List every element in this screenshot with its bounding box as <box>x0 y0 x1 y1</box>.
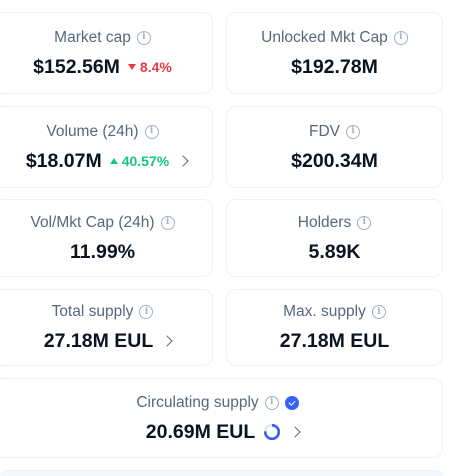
fdv-label: FDV <box>309 122 340 140</box>
max-supply-label-row: Max. supply i <box>283 302 386 322</box>
circulating-supply-value-row: 20.69M EUL <box>132 420 303 444</box>
holders-label: Holders <box>297 213 352 231</box>
max-supply-value: 27.18M EUL <box>279 330 390 352</box>
vol-mkt-cap-label: Vol/Mkt Cap (24h) <box>30 213 155 231</box>
chevron-right-icon[interactable] <box>289 425 301 438</box>
info-icon[interactable]: i <box>139 305 154 319</box>
max-supply-card: Max. supply i 27.18M EUL <box>226 289 443 366</box>
holders-label-row: Holders i <box>297 213 372 233</box>
holders-card[interactable]: Holders i 5.89K <box>226 199 443 277</box>
unlocked-mkt-cap-value: $192.78M <box>291 55 378 78</box>
market-cap-change-value: 8.4% <box>139 58 172 75</box>
volume-label: Volume (24h) <box>46 122 139 140</box>
unlocked-mkt-cap-value-row: $192.78M <box>291 55 378 79</box>
total-supply-value-row: 27.18M EUL <box>30 329 175 353</box>
total-supply-label-row: Total supply i <box>52 302 154 322</box>
total-supply-value: 27.18M EUL <box>43 330 154 352</box>
supply-ring-icon[interactable] <box>263 423 281 441</box>
info-icon[interactable]: i <box>264 395 279 410</box>
max-supply-label: Max. supply <box>283 303 366 320</box>
fdv-value-row: $200.34M <box>291 149 378 173</box>
total-supply-label: Total supply <box>51 303 134 320</box>
circulating-supply-label: Circulating supply <box>136 393 259 411</box>
holders-value-row: 5.89K <box>308 240 360 264</box>
market-cap-label: Market cap <box>54 28 131 46</box>
circulating-supply-card[interactable]: Circulating supply i 20.69M EUL <box>0 378 443 458</box>
next-section-edge <box>0 470 443 476</box>
circulating-supply-value: 20.69M EUL <box>145 420 256 443</box>
fdv-value: $200.34M <box>291 149 378 172</box>
info-icon[interactable]: i <box>160 215 175 230</box>
unlocked-mkt-cap-card: Unlocked Mkt Cap i $192.78M <box>226 12 443 94</box>
volume-change-value: 40.57% <box>121 152 170 169</box>
holders-value: 5.89K <box>308 240 361 263</box>
fdv-card: FDV i $200.34M <box>226 106 443 188</box>
volume-label-row: Volume (24h) i <box>46 122 159 142</box>
chevron-right-icon[interactable] <box>161 335 173 347</box>
market-cap-label-row: Market cap i <box>54 28 151 48</box>
volume-change: 40.57% <box>109 149 170 173</box>
info-icon[interactable]: i <box>136 30 151 45</box>
volume-value-row: $18.07M 40.57% <box>14 149 191 173</box>
volume-value: $18.07M <box>25 149 102 172</box>
volume-card[interactable]: Volume (24h) i $18.07M 40.57% <box>0 106 213 188</box>
info-icon[interactable]: i <box>357 215 372 230</box>
unlocked-mkt-cap-label: Unlocked Mkt Cap <box>261 28 388 46</box>
info-icon[interactable]: i <box>346 124 360 139</box>
vol-mkt-cap-label-row: Vol/Mkt Cap (24h) i <box>30 213 175 233</box>
unlocked-mkt-cap-label-row: Unlocked Mkt Cap i <box>261 28 408 48</box>
fdv-label-row: FDV i <box>309 122 360 142</box>
market-cap-value-row: $152.56M 8.4% <box>33 55 172 79</box>
info-icon[interactable]: i <box>371 305 386 319</box>
max-supply-value-row: 27.18M EUL <box>280 329 389 353</box>
caret-down-icon <box>127 63 136 70</box>
vol-mkt-cap-card: Vol/Mkt Cap (24h) i 11.99% <box>0 199 213 277</box>
chevron-right-icon[interactable] <box>177 154 189 167</box>
info-icon[interactable]: i <box>144 124 159 139</box>
caret-up-icon <box>109 157 118 164</box>
market-cap-value: $152.56M <box>33 55 120 78</box>
market-cap-change: 8.4% <box>127 55 172 79</box>
total-supply-card[interactable]: Total supply i 27.18M EUL <box>0 289 213 366</box>
market-cap-card: Market cap i $152.56M 8.4% <box>0 12 213 94</box>
vol-mkt-cap-value: 11.99% <box>69 240 136 263</box>
vol-mkt-cap-value-row: 11.99% <box>70 240 135 264</box>
circulating-supply-label-row: Circulating supply i <box>136 393 299 413</box>
info-icon[interactable]: i <box>393 30 408 45</box>
verified-check-icon <box>284 395 299 410</box>
